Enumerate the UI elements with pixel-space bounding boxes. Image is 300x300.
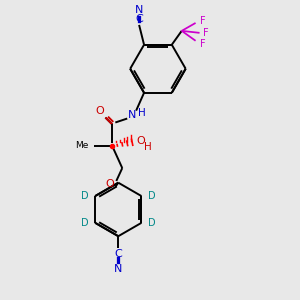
Text: O: O (136, 136, 145, 146)
Text: H: H (138, 108, 146, 118)
Text: D: D (148, 191, 155, 201)
Text: Me: Me (75, 141, 88, 150)
Text: N: N (135, 5, 143, 15)
Text: N: N (114, 264, 122, 274)
Text: O: O (95, 106, 104, 116)
Text: D: D (81, 191, 89, 201)
Text: C: C (114, 249, 122, 259)
Text: H: H (144, 142, 152, 152)
Text: O: O (105, 179, 114, 189)
Text: F: F (200, 16, 205, 26)
Text: N: N (128, 110, 136, 120)
Text: C: C (135, 14, 143, 24)
Text: F: F (200, 39, 205, 49)
Text: F: F (203, 28, 209, 38)
Text: D: D (81, 218, 89, 228)
Text: D: D (148, 218, 155, 228)
